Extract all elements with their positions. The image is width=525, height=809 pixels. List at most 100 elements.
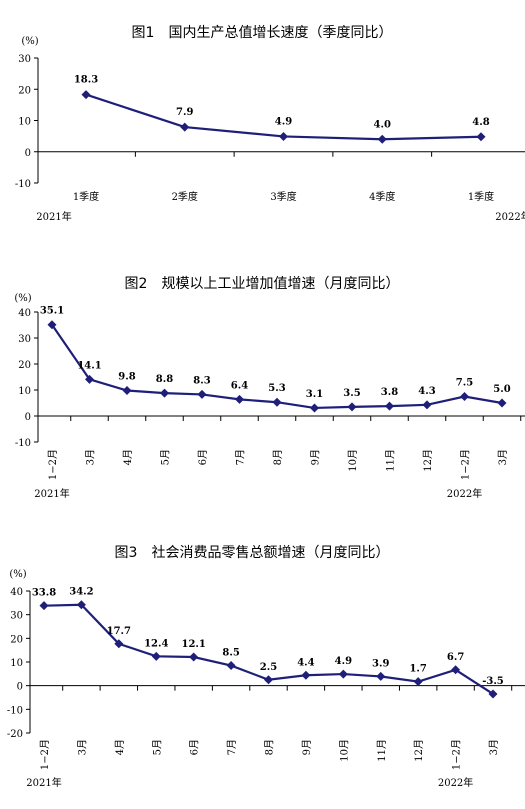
year-label: 2022年 (495, 210, 525, 223)
data-point-marker (272, 397, 282, 407)
data-point-marker (422, 400, 432, 410)
x-category-label: 11月 (376, 739, 388, 762)
x-category-label: 3月 (488, 739, 500, 755)
data-value-label: 8.8 (156, 374, 173, 385)
industrial-value-added-chart: 图2 规模以上工业增加值增速（月度同比） (%) 40 30 20 10 0 -10 1−2月 3… (0, 268, 525, 530)
x-category-label: 5月 (151, 739, 163, 755)
data-point-marker (81, 90, 91, 100)
x-category-label: 3月 (85, 449, 97, 465)
x-category-label: 1−2月 (39, 739, 51, 770)
data-point-marker (279, 131, 288, 141)
data-point-marker (338, 669, 348, 679)
data-point-marker (385, 401, 394, 411)
x-category-label: 1−2月 (460, 449, 472, 480)
data-value-label: 8.3 (193, 375, 210, 386)
x-category-label: 3月 (76, 739, 88, 755)
data-point-marker (85, 374, 94, 384)
y-tick-label: 20 (18, 85, 31, 96)
x-category-label: 1季度 (73, 190, 99, 203)
data-point-marker (451, 665, 461, 675)
data-point-marker (76, 600, 86, 610)
data-value-label: 1.7 (409, 664, 426, 675)
y-tick-label: -10 (7, 705, 23, 716)
data-value-label: 17.7 (107, 626, 131, 637)
x-category-label: 4季度 (369, 190, 395, 203)
y-tick-label: 30 (10, 611, 23, 622)
x-category-label: 7月 (235, 449, 247, 465)
data-point-marker (235, 394, 244, 404)
year-label: 2022年 (447, 487, 482, 500)
data-value-label: 12.1 (181, 639, 205, 650)
x-category-label: 8月 (264, 739, 276, 755)
x-category-label: 7月 (226, 739, 238, 755)
data-point-marker (39, 601, 49, 611)
x-category-label: 12月 (413, 739, 425, 762)
y-tick-label: 30 (18, 54, 31, 65)
data-value-label: 9.8 (118, 372, 135, 383)
data-point-marker (476, 132, 486, 142)
data-point-marker (301, 670, 311, 680)
data-point-marker (114, 639, 124, 649)
y-tick-label: 10 (18, 386, 31, 397)
data-point-marker (160, 388, 169, 398)
data-value-label: 5.0 (493, 384, 510, 395)
data-value-label: 33.8 (32, 588, 56, 599)
data-point-marker (180, 122, 190, 132)
x-category-label: 5月 (160, 449, 172, 465)
x-category-label: 2季度 (172, 190, 198, 203)
y-tick-label: 20 (10, 634, 23, 645)
data-value-label: 6.7 (447, 652, 464, 663)
data-point-marker (151, 651, 161, 661)
x-category-label: 8月 (272, 449, 284, 465)
y-tick-label: 0 (25, 148, 31, 159)
data-point-marker (488, 689, 498, 699)
data-value-label: 4.9 (275, 116, 292, 127)
y-axis-unit: (%) (14, 293, 31, 304)
x-category-label: 9月 (310, 449, 322, 465)
gdp-growth-chart-svg: 图1 国内生产总值增长速度（季度同比） (%) 30 20 10 0 -10 1季度 2季度 3季… (15, 25, 525, 223)
x-category-label: 9月 (301, 739, 313, 755)
data-value-label: 4.4 (297, 657, 314, 668)
data-value-label: 4.8 (472, 117, 489, 128)
chart-title: 图3 社会消费品零售总额增速（月度同比） (115, 545, 390, 561)
y-tick-label: -10 (15, 438, 31, 449)
data-point-marker (347, 402, 357, 412)
y-tick-label: 10 (10, 658, 23, 669)
data-value-label: 6.4 (231, 380, 248, 391)
x-category-label: 3月 (497, 449, 509, 465)
y-axis-unit: (%) (21, 36, 38, 47)
data-value-label: 34.2 (69, 587, 93, 598)
data-value-label: 3.8 (381, 387, 398, 398)
data-value-label: 4.9 (335, 656, 352, 667)
data-point-marker (122, 386, 132, 396)
y-tick-label: 10 (18, 117, 31, 128)
x-category-label: 10月 (338, 739, 350, 762)
y-tick-label: 30 (18, 334, 31, 345)
retail-sales-chart: 图3 社会消费品零售总额增速（月度同比） (%) 40 30 20 10 0 -10 -20 1−… (0, 538, 525, 809)
data-point-marker (413, 677, 423, 687)
data-point-marker (197, 389, 207, 399)
data-value-label: 3.1 (306, 389, 323, 400)
x-category-label: 1−2月 (47, 449, 59, 480)
data-value-label: 2.5 (260, 662, 277, 673)
x-category-label: 1−2月 (451, 739, 463, 770)
data-point-marker (310, 403, 319, 413)
retail-sales-chart-svg: 图3 社会消费品零售总额增速（月度同比） (%) 40 30 20 10 0 -10 -20 1−… (7, 545, 525, 789)
data-point-marker (460, 392, 469, 401)
data-value-label: 3.9 (372, 658, 389, 669)
year-label: 2021年 (34, 487, 69, 500)
x-category-label: 4月 (122, 449, 134, 465)
chart-title: 图2 规模以上工业增加值增速（月度同比） (125, 276, 400, 292)
industrial-value-added-chart-svg: 图2 规模以上工业增加值增速（月度同比） (%) 40 30 20 10 0 -10 1−2月 3… (14, 276, 525, 500)
x-category-label: 6月 (189, 739, 201, 755)
y-tick-label: -20 (7, 729, 23, 740)
data-point-marker (376, 671, 386, 681)
data-value-label: 7.5 (456, 378, 473, 389)
data-point-marker (264, 675, 273, 685)
data-value-label: 14.1 (77, 360, 101, 371)
x-category-label: 4月 (114, 739, 126, 755)
y-tick-label: 40 (18, 308, 31, 319)
x-category-label: 10月 (347, 449, 359, 472)
gdp-growth-chart: 图1 国内生产总值增长速度（季度同比） (%) 30 20 10 0 -10 1季度 2季度 3季… (0, 0, 525, 255)
y-tick-label: 20 (18, 360, 31, 371)
